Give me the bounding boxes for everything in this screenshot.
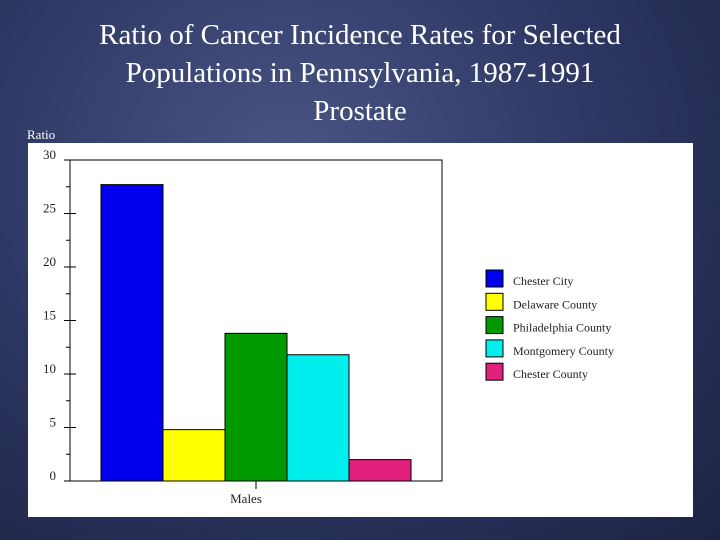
legend-label: Delaware County bbox=[513, 297, 597, 311]
y-tick-label: 0 bbox=[50, 468, 57, 483]
x-tick-label: Males bbox=[230, 491, 262, 506]
legend-label: Chester County bbox=[513, 367, 588, 381]
bar-chester-county bbox=[348, 459, 412, 482]
chart-title: Ratio of Cancer Incidence Rates for Sele… bbox=[0, 16, 720, 130]
chart-panel: 0 5 10 15 20 25 30 Males Chester City Delaware Co… bbox=[28, 143, 693, 517]
bar-chester-city bbox=[100, 184, 164, 482]
y-tick-label: 30 bbox=[43, 147, 56, 162]
title-line-3: Prostate bbox=[313, 95, 407, 127]
bar-montgomery-county bbox=[286, 354, 350, 482]
y-tick-label: 25 bbox=[43, 201, 56, 216]
legend-swatch bbox=[485, 362, 504, 381]
y-tick-label: 10 bbox=[43, 361, 56, 376]
legend-label: Chester City bbox=[513, 274, 573, 288]
legend-label: Montgomery County bbox=[513, 344, 614, 358]
bar-chart: 0 5 10 15 20 25 30 Males Chester City Delaware Co… bbox=[43, 147, 614, 506]
legend-swatch bbox=[485, 339, 504, 358]
title-line-2: Populations in Pennsylvania, 1987-1991 bbox=[125, 57, 595, 89]
y-tick-label: 20 bbox=[43, 254, 56, 269]
y-axis-label: Ratio bbox=[27, 127, 56, 142]
y-tick-label: 15 bbox=[43, 308, 56, 323]
legend-swatch bbox=[485, 316, 504, 335]
title-line-1: Ratio of Cancer Incidence Rates for Sele… bbox=[99, 19, 621, 51]
legend-swatch bbox=[485, 269, 504, 288]
legend-label: Philadelphia County bbox=[513, 321, 611, 335]
bar-delaware-county bbox=[162, 429, 226, 482]
bar-philadelphia-county bbox=[224, 332, 288, 482]
legend-swatch bbox=[485, 292, 504, 311]
y-tick-label: 5 bbox=[50, 415, 57, 430]
